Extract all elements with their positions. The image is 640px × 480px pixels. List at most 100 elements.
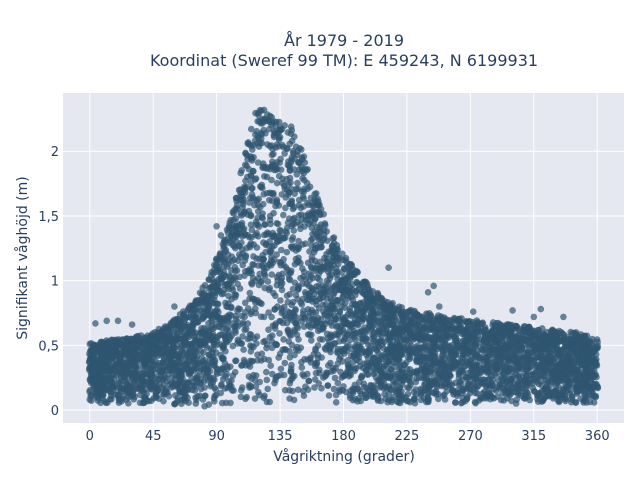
- data-point: [431, 331, 439, 339]
- data-point: [319, 301, 327, 309]
- data-point: [407, 381, 415, 389]
- data-point: [281, 185, 289, 193]
- data-point: [121, 374, 128, 381]
- data-point: [500, 397, 508, 404]
- data-point: [294, 386, 302, 394]
- data-point: [311, 384, 318, 391]
- data-point: [237, 387, 245, 394]
- data-point: [297, 225, 304, 233]
- data-point: [304, 356, 312, 363]
- data-point: [220, 355, 227, 362]
- data-point: [282, 314, 290, 321]
- data-point: [244, 320, 252, 327]
- data-point: [307, 272, 315, 279]
- data-point: [298, 364, 306, 371]
- data-point: [232, 329, 239, 336]
- data-point: [377, 382, 384, 390]
- data-point: [404, 390, 412, 398]
- data-point: [331, 287, 339, 295]
- data-point: [392, 379, 399, 387]
- data-point: [238, 219, 246, 227]
- data-point: [327, 319, 335, 326]
- data-point: [252, 383, 260, 390]
- data-point: [124, 342, 131, 349]
- data-point: [346, 305, 354, 312]
- data-point: [492, 329, 499, 337]
- data-point: [388, 398, 396, 406]
- data-point: [242, 253, 249, 261]
- data-point: [298, 314, 305, 321]
- data-point: [344, 263, 351, 270]
- data-point: [246, 289, 254, 297]
- data-point: [124, 367, 131, 375]
- data-point: [351, 367, 359, 375]
- data-point: [247, 310, 255, 318]
- data-point: [210, 395, 218, 402]
- data-point: [488, 345, 496, 352]
- data-point: [414, 354, 421, 361]
- data-point: [321, 221, 329, 229]
- data-point: [360, 384, 368, 391]
- data-point: [248, 226, 256, 234]
- data-point: [315, 380, 323, 387]
- data-point: [205, 401, 213, 408]
- data-point: [276, 330, 283, 337]
- data-point: [337, 284, 345, 292]
- data-point: [240, 356, 248, 364]
- data-point: [262, 248, 270, 256]
- data-point: [253, 140, 261, 147]
- data-point: [295, 254, 302, 262]
- data-point: [270, 150, 277, 158]
- data-point: [286, 140, 294, 148]
- data-point: [550, 341, 557, 349]
- data-point: [300, 323, 308, 331]
- data-point: [283, 292, 291, 300]
- data-point: [275, 271, 283, 279]
- data-point: [263, 165, 271, 172]
- data-point: [411, 308, 418, 316]
- data-point: [234, 340, 241, 347]
- data-point: [184, 394, 191, 402]
- data-point: [474, 390, 481, 397]
- data-point: [304, 259, 312, 267]
- data-point: [134, 354, 142, 361]
- data-point: [273, 251, 281, 258]
- data-point: [229, 208, 237, 216]
- data-point: [316, 276, 323, 284]
- data-point: [197, 348, 205, 355]
- data-point: [285, 308, 292, 316]
- data-point: [308, 337, 315, 344]
- data-point: [248, 155, 255, 162]
- data-point: [547, 352, 555, 360]
- data-point: [278, 309, 286, 317]
- data-point: [364, 283, 372, 290]
- data-point: [144, 348, 151, 355]
- data-point: [583, 332, 591, 340]
- data-point: [567, 328, 574, 336]
- data-point: [297, 259, 304, 267]
- data-point: [177, 376, 185, 384]
- data-point: [273, 179, 281, 187]
- data-point: [356, 388, 364, 395]
- data-point: [361, 391, 369, 399]
- data-point: [237, 393, 245, 401]
- data-point: [261, 337, 269, 345]
- data-point: [333, 271, 341, 279]
- data-point: [347, 391, 354, 399]
- data-point: [282, 204, 289, 212]
- data-point: [127, 383, 134, 390]
- data-point: [247, 382, 254, 390]
- data-point: [359, 349, 366, 357]
- data-point: [263, 173, 271, 181]
- data-point: [225, 257, 232, 264]
- data-point: [567, 360, 575, 368]
- data-point: [305, 377, 313, 385]
- data-point: [320, 226, 328, 234]
- data-point: [309, 309, 317, 316]
- data-point: [467, 360, 475, 367]
- data-point: [411, 394, 418, 402]
- data-point: [466, 344, 473, 351]
- data-point: [265, 196, 273, 204]
- data-point: [317, 290, 325, 298]
- data-point: [377, 369, 385, 376]
